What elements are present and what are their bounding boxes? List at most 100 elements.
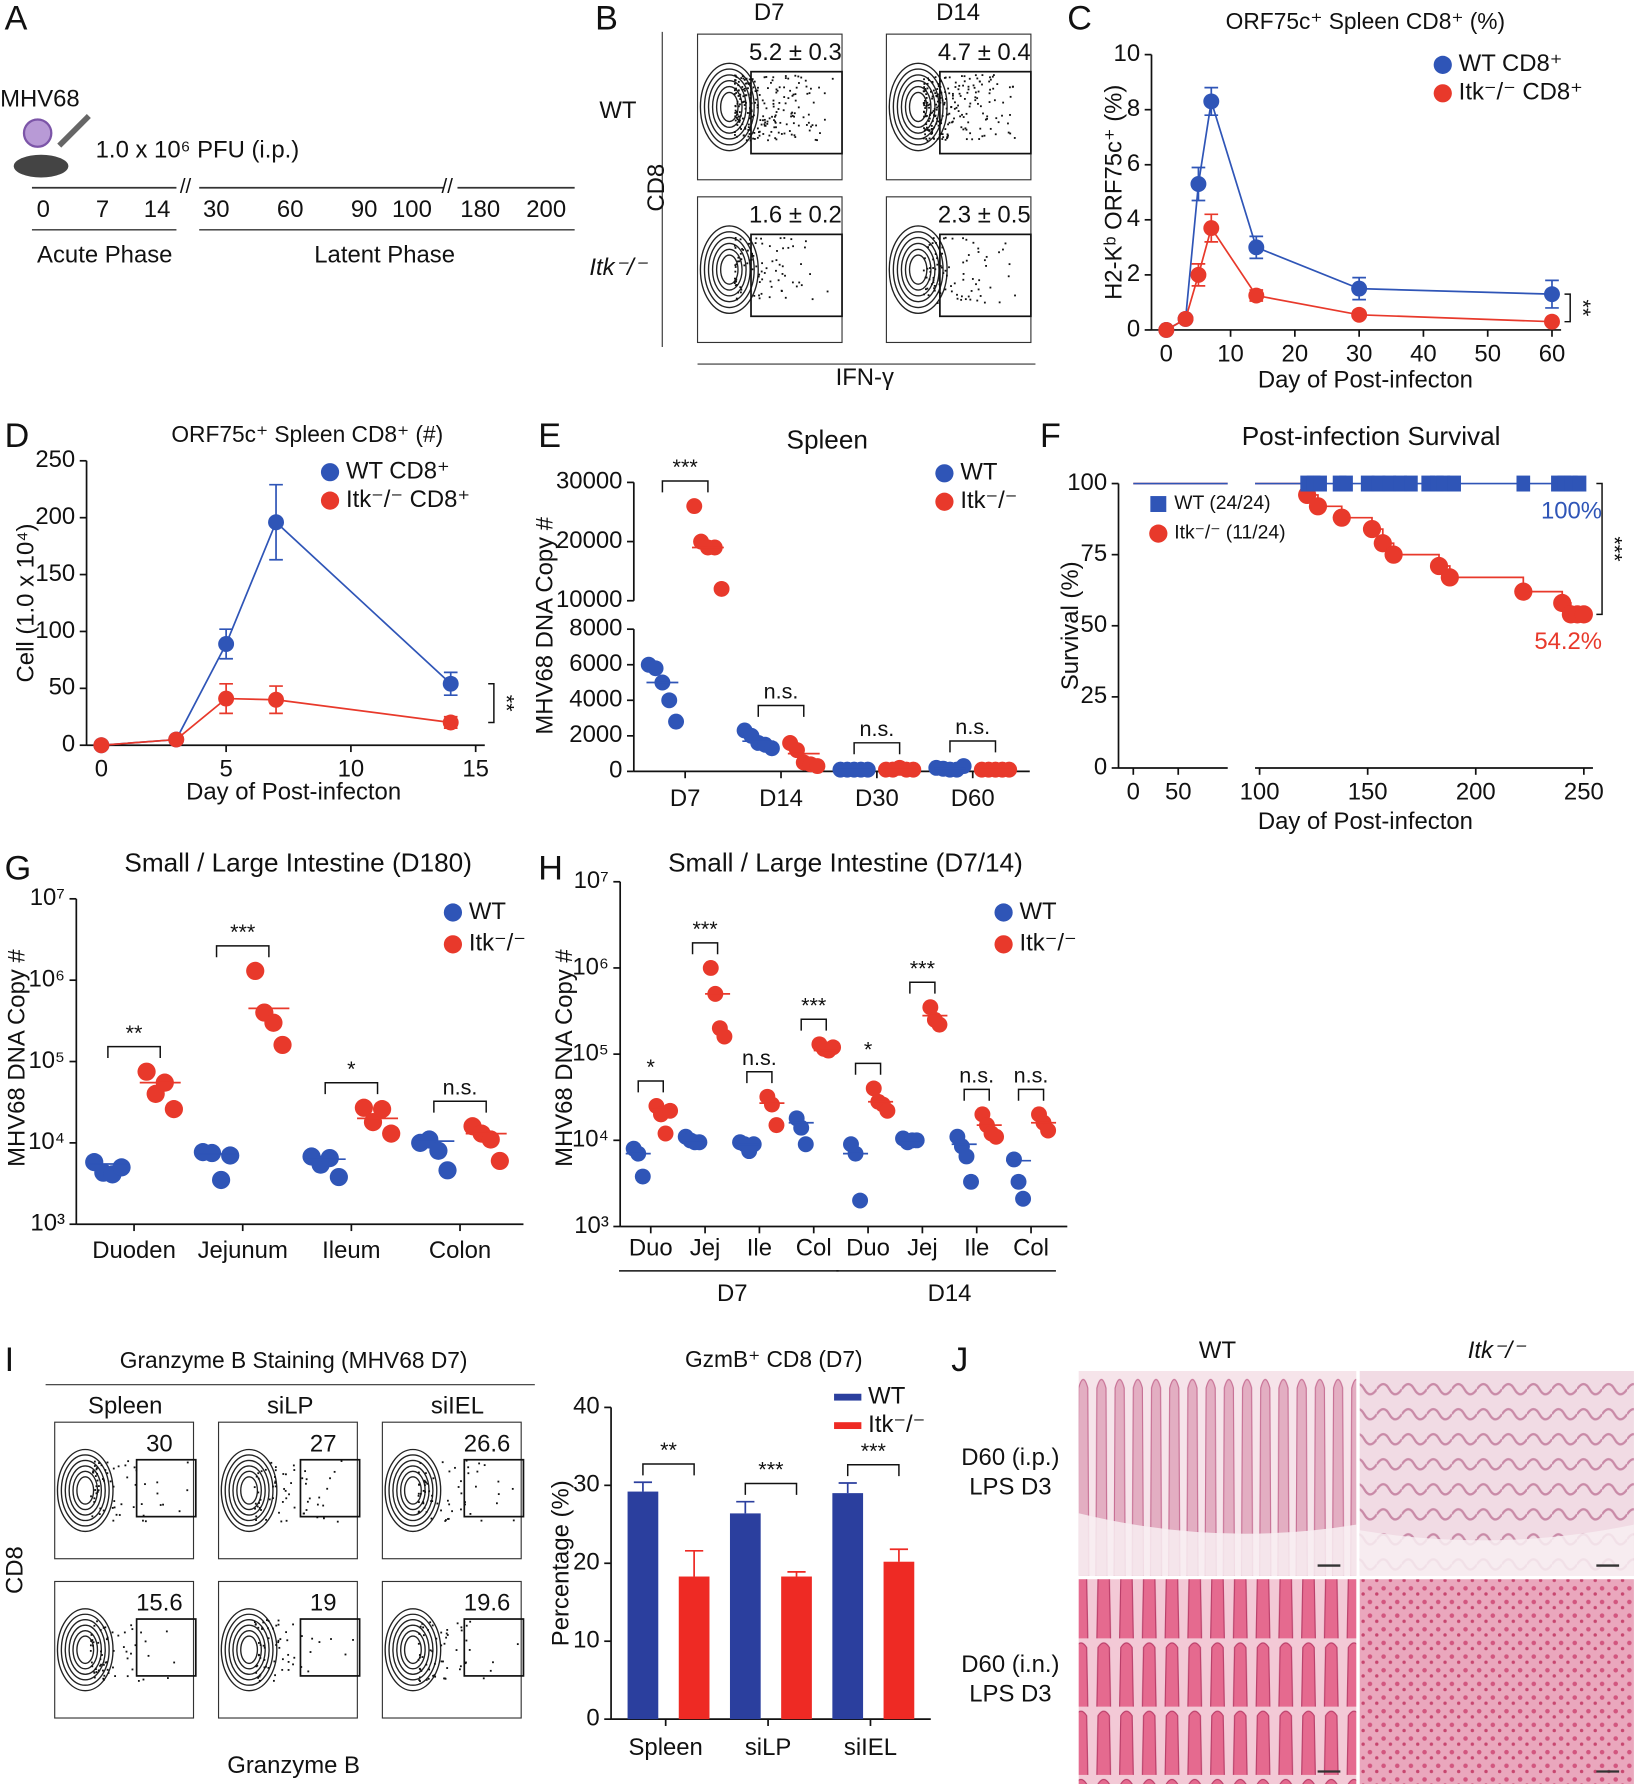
event-dot [274, 1485, 277, 1488]
event-dot [966, 91, 969, 94]
event-dot [99, 1507, 102, 1510]
legend-marker [320, 491, 340, 510]
gate-value: 4.7 ± 0.4 [938, 39, 1031, 66]
data-point [931, 1016, 948, 1033]
event-dot [937, 83, 940, 85]
event-dot [946, 136, 949, 139]
event-dot [802, 116, 805, 119]
event-dot [977, 90, 980, 93]
event-dot [760, 292, 763, 295]
event-dot [738, 260, 741, 263]
event-dot [736, 100, 739, 103]
event-dot [265, 1665, 267, 1668]
event-dot [770, 285, 773, 288]
event-dot [447, 1517, 450, 1520]
event-dot [739, 119, 741, 122]
event-dot [783, 237, 786, 239]
gate [939, 70, 1032, 155]
contour [715, 248, 743, 291]
event-dot [965, 128, 968, 131]
event-dot [134, 1483, 137, 1486]
contour [400, 1629, 426, 1670]
censor-mark [1339, 475, 1353, 492]
event-dot [936, 263, 939, 266]
gate [463, 1458, 525, 1518]
event-dot [90, 1661, 93, 1664]
event-dot [781, 265, 784, 268]
event-dot [264, 1468, 267, 1471]
event-dot [272, 1497, 274, 1500]
event-dot [789, 89, 792, 92]
y-tick-label: 10 [573, 1627, 600, 1654]
event-dot [156, 1481, 159, 1484]
significance-bracket [1017, 1088, 1045, 1101]
significance-bracket [107, 1045, 161, 1059]
legend-label: Itk⁻/⁻ CD8⁺ [346, 486, 470, 513]
event-dot [734, 246, 737, 249]
event-dot [123, 1631, 126, 1634]
event-dot [460, 1492, 463, 1495]
event-dot [106, 1461, 109, 1464]
event-dot [793, 112, 796, 115]
event-dot [804, 240, 807, 243]
event-dot [808, 129, 811, 132]
event-dot [254, 1623, 257, 1626]
legend-marker [1433, 55, 1452, 74]
event-dot [442, 1660, 444, 1663]
event-dot [948, 266, 950, 269]
event-mark [1332, 508, 1351, 527]
event-dot [284, 1489, 287, 1492]
event-dot [765, 76, 768, 78]
event-dot [733, 93, 736, 95]
event-dot [743, 87, 746, 90]
event-dot [962, 116, 965, 118]
event-dot [926, 129, 929, 131]
event-dot [937, 120, 940, 123]
panel-label: E [538, 417, 561, 455]
event-dot [934, 268, 937, 271]
timeline-day: 60 [277, 196, 304, 223]
event-dot [89, 1644, 92, 1647]
event-dot [735, 280, 738, 283]
timeline-day: 180 [460, 196, 500, 223]
event-dot [986, 115, 989, 118]
data-point [763, 740, 780, 757]
event-dot [790, 133, 793, 136]
virus-icon [22, 118, 53, 148]
event-dot [305, 1478, 308, 1481]
significance-bracket [642, 1463, 695, 1476]
event-dot [96, 1479, 99, 1482]
event-dot [944, 91, 947, 93]
gate [939, 233, 1032, 318]
event-dot [267, 1627, 269, 1630]
event-dot [754, 242, 757, 244]
event-dot [428, 1668, 431, 1671]
event-dot [92, 1641, 95, 1644]
event-dot [924, 128, 927, 131]
event-dot [465, 1639, 468, 1642]
event-dot [978, 138, 981, 140]
x-tick-label: siIEL [844, 1734, 897, 1761]
censor-mark [1436, 475, 1451, 492]
event-dot [943, 237, 945, 240]
chart-title: Post-infection Survival [1242, 421, 1501, 451]
event-dot [774, 114, 777, 117]
event-dot [106, 1668, 109, 1671]
y-tick-label: 10⁵ [572, 1039, 608, 1066]
event-dot [763, 118, 766, 121]
event-dot [963, 75, 966, 78]
event-dot [929, 267, 931, 269]
event-dot [1007, 122, 1009, 125]
event-dot [749, 259, 752, 262]
event-dot [989, 88, 991, 91]
event-dot [760, 270, 763, 273]
event-dot [480, 1519, 483, 1522]
y-tick-label: 10⁶ [572, 953, 608, 980]
event-dot [489, 1669, 492, 1672]
event-dot [814, 138, 817, 141]
event-dot [989, 286, 992, 289]
event-dot [989, 127, 992, 130]
event-dot [784, 274, 786, 277]
event-dot [943, 101, 946, 104]
event-dot [923, 129, 926, 132]
